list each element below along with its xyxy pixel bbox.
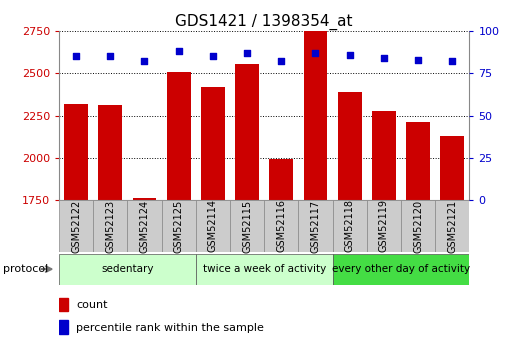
Bar [167, 72, 191, 200]
Text: GSM52119: GSM52119 [379, 199, 389, 253]
Bar [299, 200, 332, 252]
Bar [59, 298, 68, 311]
Text: GSM52125: GSM52125 [174, 199, 184, 253]
Text: every other day of activity: every other day of activity [332, 264, 470, 274]
Bar [304, 31, 327, 200]
Bar [372, 110, 396, 200]
Bar [64, 104, 88, 200]
Point [174, 49, 183, 54]
Bar [59, 320, 68, 334]
Bar [440, 136, 464, 200]
Text: GSM52121: GSM52121 [447, 199, 457, 253]
Bar [196, 254, 332, 285]
Text: GSM52120: GSM52120 [413, 199, 423, 253]
Text: GSM52116: GSM52116 [277, 199, 286, 253]
Bar [93, 200, 127, 252]
Bar [269, 159, 293, 200]
Bar [162, 200, 196, 252]
Bar [201, 87, 225, 200]
Bar [127, 200, 162, 252]
Bar [59, 254, 196, 285]
Point [448, 59, 457, 64]
Text: GSM52115: GSM52115 [242, 199, 252, 253]
Point [243, 50, 251, 56]
Text: GSM52122: GSM52122 [71, 199, 81, 253]
Bar [132, 198, 156, 200]
Bar [332, 254, 469, 285]
Text: sedentary: sedentary [101, 264, 154, 274]
Bar [264, 200, 299, 252]
Bar [235, 64, 259, 200]
Text: percentile rank within the sample: percentile rank within the sample [76, 323, 264, 333]
Point [346, 52, 354, 58]
Text: GSM52117: GSM52117 [310, 199, 321, 253]
Bar [401, 200, 435, 252]
Bar [367, 200, 401, 252]
Text: GSM52114: GSM52114 [208, 199, 218, 253]
Point [141, 59, 149, 64]
Bar [98, 106, 122, 200]
Point [277, 59, 285, 64]
Point [380, 55, 388, 61]
Text: twice a week of activity: twice a week of activity [203, 264, 326, 274]
Bar [59, 200, 93, 252]
Bar [196, 200, 230, 252]
Point [311, 50, 320, 56]
Point [72, 54, 80, 59]
Bar [230, 200, 264, 252]
Bar [435, 200, 469, 252]
Point [106, 54, 114, 59]
Text: GSM52123: GSM52123 [105, 199, 115, 253]
Text: protocol: protocol [3, 264, 48, 274]
Title: GDS1421 / 1398354_at: GDS1421 / 1398354_at [175, 13, 353, 30]
Text: count: count [76, 300, 108, 310]
Point [209, 54, 217, 59]
Bar [332, 200, 367, 252]
Point [414, 57, 422, 62]
Text: GSM52118: GSM52118 [345, 199, 354, 253]
Text: GSM52124: GSM52124 [140, 199, 149, 253]
Bar [406, 122, 430, 200]
Bar [338, 92, 362, 200]
